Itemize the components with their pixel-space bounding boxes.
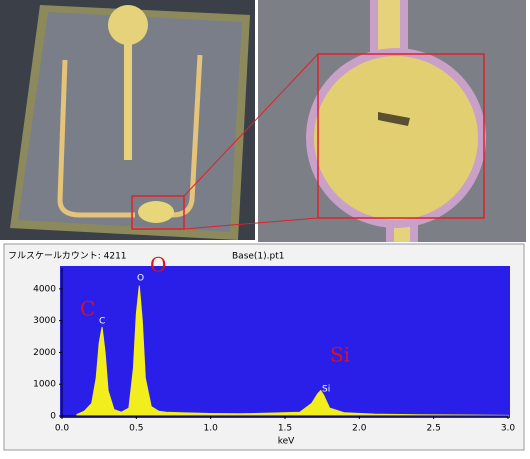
- zoom-line: [183, 217, 319, 230]
- y-tick-label: 4000: [33, 284, 56, 294]
- x-tick-label: 2.5: [427, 424, 441, 434]
- plot-area: [60, 266, 510, 418]
- x-tick-label: 0.0: [55, 424, 70, 434]
- peak-annotation: Si: [330, 343, 350, 367]
- x-tick-label: 1.0: [204, 424, 219, 434]
- zoom-line: [183, 53, 319, 197]
- y-tick-label: 3000: [33, 316, 56, 326]
- x-axis-label: keV: [278, 437, 295, 447]
- y-tick-label: 1000: [33, 380, 56, 390]
- y-tick-label: 2000: [33, 348, 56, 358]
- peak-label: O: [137, 274, 144, 284]
- x-tick-label: 2.0: [352, 424, 367, 434]
- spectrum-area: [76, 285, 509, 417]
- peak-label: C: [99, 317, 105, 327]
- peak-annotation: O: [150, 253, 166, 277]
- peak-label: Si: [322, 385, 330, 395]
- x-tick-label: 3.0: [501, 424, 516, 434]
- header-right: Base(1).pt1: [232, 252, 285, 262]
- peak-annotation: C: [80, 297, 95, 321]
- y-tick-label: 0: [50, 412, 56, 422]
- photo-left: [0, 0, 255, 240]
- x-tick-label: 1.5: [278, 424, 292, 434]
- header-left: フルスケールカウント: 4211: [8, 251, 127, 262]
- photo-right: [258, 0, 526, 242]
- x-tick-label: 0.5: [129, 424, 143, 434]
